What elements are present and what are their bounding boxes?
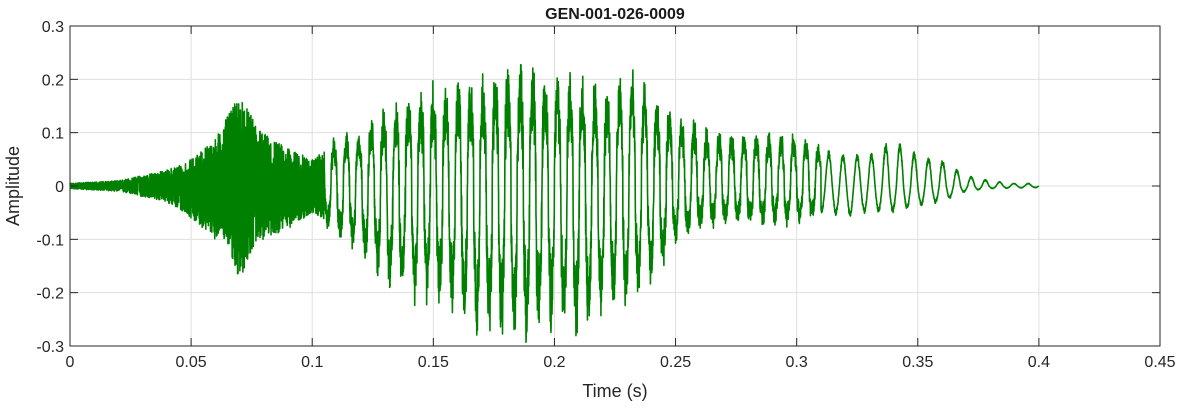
- x-tick-label: 0.3: [786, 354, 808, 371]
- x-tick-label: 0.45: [1144, 354, 1175, 371]
- waveform-line: [69, 63, 1040, 343]
- y-tick-label: 0.3: [42, 19, 64, 36]
- x-tick-label: 0.4: [1028, 354, 1050, 371]
- chart-title: GEN-001-026-0009: [545, 6, 685, 23]
- x-tick-label: 0.1: [301, 354, 323, 371]
- y-tick-label: 0: [55, 179, 64, 196]
- y-tick-label: -0.2: [36, 286, 64, 303]
- x-tick-label: 0.35: [902, 354, 933, 371]
- y-tick-label: -0.1: [36, 232, 64, 249]
- x-axis-label: Time (s): [582, 381, 647, 401]
- y-tick-label: 0.2: [42, 72, 64, 89]
- y-tick-label: -0.3: [36, 339, 64, 356]
- y-axis-label: Amplitude: [3, 146, 23, 226]
- y-tick-labels: -0.3 -0.2 -0.1 0 0.1 0.2 0.3: [36, 19, 64, 356]
- x-tick-labels: 0 0.05 0.1 0.15 0.2 0.25 0.3 0.35 0.4 0.45: [66, 354, 1176, 371]
- x-tick-label: 0.15: [418, 354, 449, 371]
- y-tick-label: 0.1: [42, 126, 64, 143]
- signal-group: [69, 63, 1040, 343]
- x-tick-label: 0.2: [543, 354, 565, 371]
- tick-marks: [69, 25, 1161, 347]
- x-tick-label: 0: [66, 354, 75, 371]
- x-tick-label: 0.05: [176, 354, 207, 371]
- x-tick-label: 0.25: [660, 354, 691, 371]
